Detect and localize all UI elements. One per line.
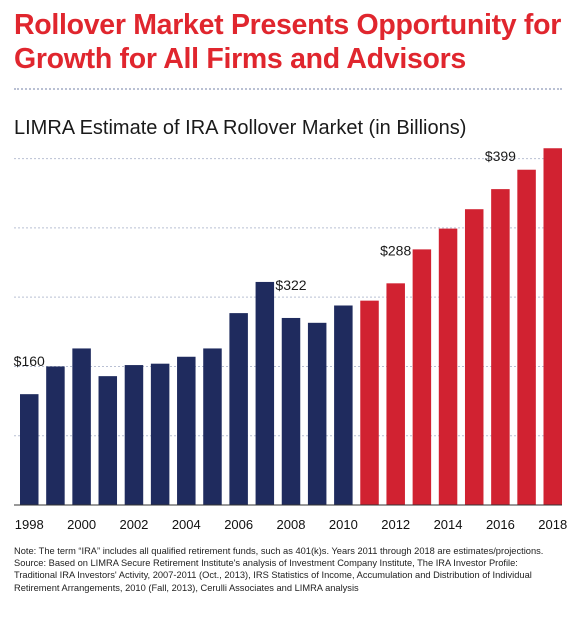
- data-label: $399: [485, 148, 516, 164]
- x-tick-label: 2004: [172, 517, 201, 532]
- bars: [20, 148, 562, 506]
- x-tick-label: 2016: [486, 517, 515, 532]
- bar: [150, 363, 170, 505]
- bar: [46, 366, 65, 505]
- footnote-line: Retirement Arrangements, 2010 (Fall, 201…: [14, 582, 359, 593]
- bar: [517, 169, 536, 505]
- footnote-line: Traditional IRA Investors' Activity, 200…: [14, 570, 532, 581]
- data-labels: $160$322$288$399$515: [14, 148, 517, 369]
- bar: [491, 189, 510, 505]
- bar: [229, 313, 248, 505]
- bar: [203, 348, 222, 505]
- footnotes: Note: The term “IRA” includes all qualif…: [14, 545, 566, 594]
- footnote-line: Source: Based on LIMRA Secure Retirement…: [14, 558, 518, 569]
- bar: [412, 249, 432, 505]
- bar: [177, 356, 196, 505]
- x-tick-label: 2006: [224, 517, 253, 532]
- bar: [464, 209, 484, 506]
- footnote-line: Note: The term “IRA” includes all qualif…: [14, 546, 544, 556]
- bar: [281, 317, 301, 505]
- x-tick-label: 2002: [119, 517, 148, 532]
- x-tick-labels: 1998 2000 2002 2004 2006 2008 2010 2012 2014 2016…: [15, 517, 567, 532]
- bar: [255, 281, 275, 505]
- x-tick-label: 2012: [381, 517, 410, 532]
- bar: [98, 376, 118, 505]
- headline-divider: [14, 88, 562, 90]
- data-label: $288: [380, 242, 411, 258]
- bar: [543, 148, 562, 505]
- headline-line-1: Rollover Market Presents Opportunity for: [14, 9, 562, 41]
- data-label: $160: [14, 353, 45, 369]
- x-tick-label: 2008: [277, 517, 306, 532]
- bar-chart: 1998 2000 2002 2004 2006 2008 2010 2012 2014 2016…: [14, 148, 568, 532]
- bar: [386, 283, 405, 505]
- headline: Rollover Market Presents Opportunity for…: [14, 8, 566, 76]
- x-tick-label: 2014: [434, 517, 463, 532]
- x-tick-label: 1998: [15, 517, 44, 532]
- bar: [307, 322, 327, 505]
- bar: [334, 305, 353, 505]
- bar: [72, 348, 91, 505]
- x-tick-label: 2000: [67, 517, 96, 532]
- headline-line-2: Growth for All Firms and Advisors: [14, 43, 466, 75]
- data-label: $322: [275, 277, 306, 293]
- bar: [20, 394, 39, 505]
- x-tick-label: 2010: [329, 517, 358, 532]
- x-tick-label: 2018: [538, 517, 567, 532]
- chart-title: LIMRA Estimate of IRA Rollover Market (i…: [14, 117, 467, 139]
- bar: [360, 300, 379, 505]
- bar: [124, 365, 144, 505]
- bar: [438, 228, 458, 506]
